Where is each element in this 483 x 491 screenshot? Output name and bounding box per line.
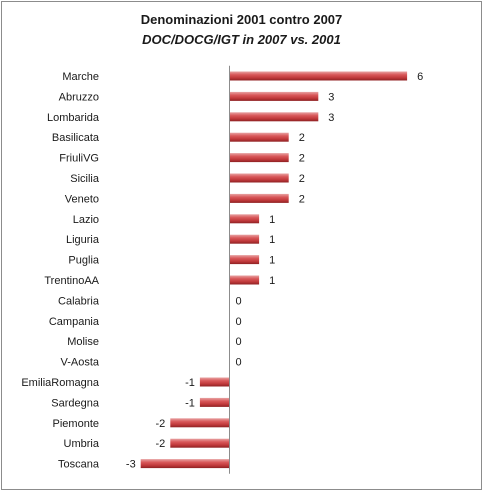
data-label: 0 [236, 336, 242, 348]
bar [199, 397, 230, 407]
data-label: 0 [236, 295, 242, 307]
category-label: Liguria [66, 234, 100, 246]
chart-title: Denominazioni 2001 contro 2007 [140, 12, 343, 27]
category-label: Marche [62, 71, 99, 83]
data-label: -2 [156, 418, 166, 430]
data-label: -1 [185, 377, 195, 389]
category-label: Lazio [73, 214, 99, 226]
data-label: 2 [299, 132, 305, 144]
data-label: 2 [299, 193, 305, 205]
data-label: 1 [269, 214, 275, 226]
category-label: Calabria [58, 295, 100, 307]
category-label: Lombarida [47, 112, 100, 124]
bar [229, 173, 289, 183]
bar [229, 275, 260, 285]
bar [229, 193, 289, 203]
chart-subtitle: DOC/DOCG/IGT in 2007 vs. 2001 [142, 32, 341, 47]
data-label: 1 [269, 234, 275, 246]
category-label: Abruzzo [59, 91, 99, 103]
data-label: 6 [417, 71, 423, 83]
data-label: -3 [126, 459, 136, 471]
data-label: 1 [269, 275, 275, 287]
bar [170, 418, 230, 428]
category-label: EmiliaRomagna [21, 377, 100, 389]
data-label: 3 [328, 112, 334, 124]
data-label: 0 [236, 357, 242, 369]
data-label: 0 [236, 316, 242, 328]
data-label: -2 [156, 438, 166, 450]
category-label: Sicilia [70, 173, 100, 185]
category-label: TrentinoAA [44, 275, 99, 287]
data-label: -1 [185, 397, 195, 409]
bar [229, 112, 319, 122]
category-label: Piemonte [53, 418, 99, 430]
category-label: Sardegna [51, 397, 100, 409]
data-label: 2 [299, 153, 305, 165]
bar [229, 255, 260, 265]
category-label: Veneto [65, 193, 99, 205]
category-label: Campania [49, 316, 100, 328]
category-label: FriuliVG [59, 153, 99, 165]
category-label: V-Aosta [60, 357, 99, 369]
bar [229, 91, 319, 101]
category-label: Puglia [68, 255, 99, 267]
data-label: 3 [328, 91, 334, 103]
data-label: 2 [299, 173, 305, 185]
bar [199, 377, 230, 387]
bar [229, 71, 408, 81]
bar [229, 234, 260, 244]
bar [229, 153, 289, 163]
bar [140, 459, 230, 469]
bar [170, 438, 230, 448]
data-label: 1 [269, 255, 275, 267]
bar [229, 214, 260, 224]
category-label: Basilicata [52, 132, 100, 144]
category-label: Umbria [64, 438, 100, 450]
category-label: Molise [67, 336, 99, 348]
category-label: Toscana [58, 459, 100, 471]
bar [229, 132, 289, 142]
